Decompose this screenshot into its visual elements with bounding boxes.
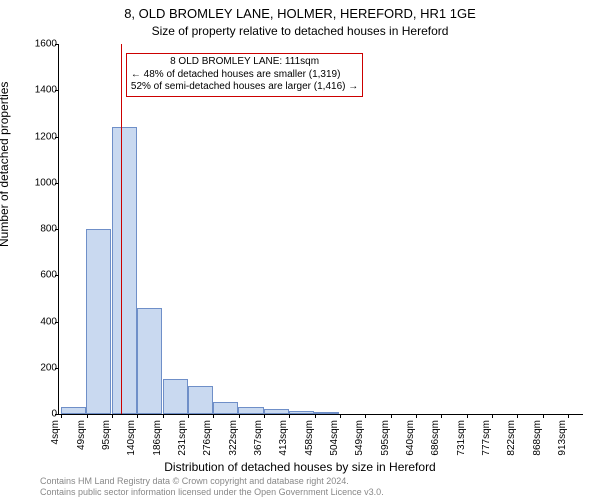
plot-area: 020040060080010001200140016004sqm49sqm95… (58, 44, 583, 415)
ytick-label: 1000 (27, 177, 57, 188)
ytick-label: 1400 (27, 85, 57, 96)
x-axis-label: Distribution of detached houses by size … (0, 460, 600, 474)
ytick-label: 1200 (27, 131, 57, 142)
ytick-label: 800 (27, 224, 57, 235)
chart-title-sub: Size of property relative to detached ho… (0, 24, 600, 38)
xtick-label: 640sqm (405, 420, 416, 456)
chart-title-main: 8, OLD BROMLEY LANE, HOLMER, HEREFORD, H… (0, 6, 600, 21)
xtick-mark (61, 414, 62, 418)
xtick-mark (112, 414, 113, 418)
xtick-label: 458sqm (304, 420, 315, 456)
xtick-mark (517, 414, 518, 418)
ytick-label: 400 (27, 316, 57, 327)
bar (213, 402, 238, 414)
ytick-label: 0 (27, 409, 57, 420)
xtick-mark (467, 414, 468, 418)
xtick-mark (441, 414, 442, 418)
xtick-mark (340, 414, 341, 418)
bar (163, 379, 188, 414)
xtick-label: 413sqm (278, 420, 289, 456)
xtick-label: 777sqm (481, 420, 492, 456)
xtick-label: 822sqm (506, 420, 517, 456)
xtick-label: 322sqm (228, 420, 239, 456)
xtick-label: 504sqm (329, 420, 340, 456)
xtick-label: 731sqm (456, 420, 467, 456)
annotation-line: 8 OLD BROMLEY LANE: 111sqm (131, 56, 358, 69)
xtick-mark (188, 414, 189, 418)
xtick-mark (239, 414, 240, 418)
xtick-label: 913sqm (557, 420, 568, 456)
reference-line (121, 44, 122, 414)
xtick-label: 549sqm (354, 420, 365, 456)
xtick-label: 49sqm (76, 420, 87, 450)
xtick-mark (289, 414, 290, 418)
xtick-mark (391, 414, 392, 418)
xtick-label: 686sqm (430, 420, 441, 456)
xtick-mark (87, 414, 88, 418)
bar (314, 412, 339, 414)
annotation-line: ← 48% of detached houses are smaller (1,… (131, 69, 358, 82)
xtick-mark (416, 414, 417, 418)
xtick-label: 140sqm (126, 420, 137, 456)
xtick-mark (543, 414, 544, 418)
xtick-label: 276sqm (202, 420, 213, 456)
annotation-line: 52% of semi-detached houses are larger (… (131, 81, 358, 94)
bar (86, 229, 111, 414)
bar (61, 407, 86, 414)
bar (188, 386, 213, 414)
xtick-label: 868sqm (532, 420, 543, 456)
xtick-label: 595sqm (380, 420, 391, 456)
bar (112, 127, 137, 414)
bar (137, 308, 162, 414)
xtick-mark (163, 414, 164, 418)
ytick-label: 1600 (27, 39, 57, 50)
footer-line-1: Contains HM Land Registry data © Crown c… (40, 476, 384, 487)
bar (238, 407, 263, 414)
xtick-label: 231sqm (177, 420, 188, 456)
bar (289, 411, 314, 414)
xtick-mark (213, 414, 214, 418)
xtick-mark (365, 414, 366, 418)
bar (264, 409, 289, 414)
xtick-mark (568, 414, 569, 418)
ytick-label: 200 (27, 362, 57, 373)
xtick-mark (264, 414, 265, 418)
footer-line-2: Contains public sector information licen… (40, 487, 384, 498)
xtick-label: 186sqm (152, 420, 163, 456)
xtick-label: 95sqm (101, 420, 112, 450)
xtick-label: 367sqm (253, 420, 264, 456)
xtick-mark (137, 414, 138, 418)
ytick-label: 600 (27, 270, 57, 281)
xtick-mark (492, 414, 493, 418)
xtick-mark (315, 414, 316, 418)
xtick-label: 4sqm (50, 420, 61, 444)
annotation-box: 8 OLD BROMLEY LANE: 111sqm← 48% of detac… (126, 53, 363, 97)
footer-credits: Contains HM Land Registry data © Crown c… (40, 476, 384, 498)
y-axis-label: Number of detached properties (0, 82, 11, 247)
